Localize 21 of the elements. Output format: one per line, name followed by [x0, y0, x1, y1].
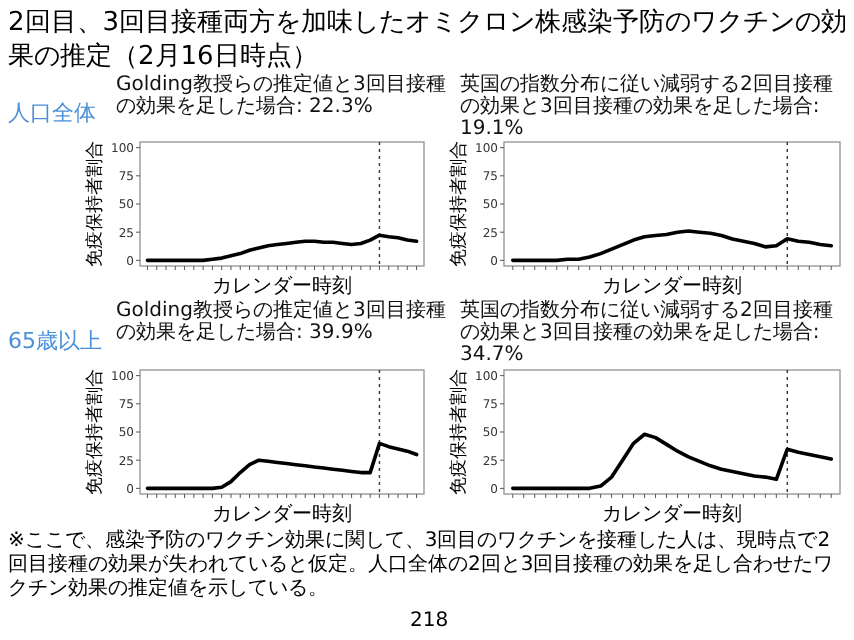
- chart-title: Golding教授らの推定値と3回目接種の効果を足した場合: 22.3%: [116, 72, 446, 118]
- chart-title: 英国の指数分布に従い減弱する2回目接種の効果と3回目接種の効果を足した場合: 19.1%: [460, 72, 833, 140]
- text: 218: [410, 610, 449, 632]
- x-axis-title: カレンダー時刻: [602, 502, 742, 526]
- y-axis-title: 免疫保持者割合: [84, 369, 106, 495]
- x-axis-title: カレンダー時刻: [602, 274, 742, 298]
- chart-title: Golding教授らの推定値と3回目接種の効果を足した場合: 39.9%: [116, 298, 446, 344]
- line-series: [145, 233, 419, 263]
- text: 人口全体: [8, 100, 96, 126]
- line-series: [510, 432, 834, 491]
- x-axis-title: カレンダー時刻: [212, 502, 352, 526]
- text: 65歳以上: [8, 328, 102, 354]
- line-series: [510, 229, 834, 263]
- x-axis-title: カレンダー時刻: [212, 274, 352, 298]
- y-axis-title: 免疫保持者割合: [448, 369, 470, 495]
- y-axis-title: 免疫保持者割合: [84, 141, 106, 267]
- text: 2回目、3回目接種両方を加味したオミクロン株感染予防のワクチンの効果の推定（2月16日時点）: [8, 6, 848, 72]
- text: ※ここで、感染予防のワクチン効果に関して、3回目のワクチンを接種した人は、現時点で2回目接種の効果が失われていると仮定。人口全体の2回と3回目接種の効果を足し合わせたワクチン効果の推定値を示している。: [8, 528, 834, 600]
- line-series: [145, 441, 419, 491]
- y-axis-title: 免疫保持者割合: [448, 141, 470, 267]
- chart-title: 英国の指数分布に従い減弱する2回目接種の効果と3回目接種の効果を足した場合: 34.7%: [460, 298, 833, 366]
